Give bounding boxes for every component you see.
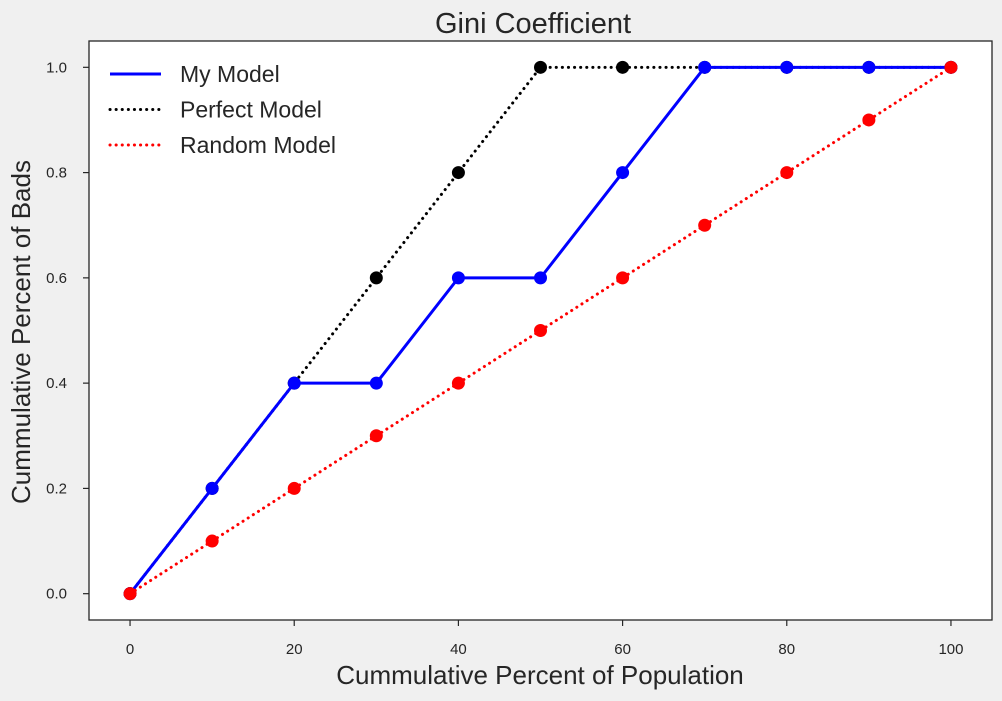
y-axis-title: Cummulative Percent of Bads: [6, 160, 36, 504]
x-tick-label: 40: [450, 641, 467, 658]
x-tick-label: 20: [286, 641, 303, 658]
data-point-random-model: [205, 534, 219, 548]
data-point-random-model: [534, 324, 547, 337]
data-point-random-model: [944, 60, 958, 74]
legend-label-my-model: My Model: [180, 61, 280, 87]
data-point-my-model: [616, 166, 630, 180]
data-point-my-model: [862, 60, 876, 74]
x-tick-label: 100: [938, 641, 963, 658]
data-point-random-model: [123, 587, 137, 601]
data-point-my-model: [287, 376, 301, 390]
x-tick-label: 60: [614, 641, 631, 658]
data-point-random-model: [698, 218, 712, 232]
y-tick-label: 0.8: [46, 165, 67, 182]
legend-item-random-model: Random Model: [108, 132, 336, 158]
chart-title: Gini Coefficient: [435, 8, 631, 40]
data-point-my-model: [451, 271, 465, 285]
series-my-model: [123, 60, 958, 601]
x-tick-label: 80: [778, 641, 795, 658]
data-point-random-model: [862, 113, 876, 127]
series-layer: [123, 60, 958, 601]
data-point-my-model: [780, 60, 794, 74]
data-point-random-model: [287, 481, 301, 495]
y-tick-label: 0.0: [46, 586, 67, 603]
y-axis-ticks: 0.0 0.2 0.4 0.6 0.8 1.0: [46, 59, 89, 603]
y-tick-label: 0.4: [46, 375, 67, 392]
data-point-random-model: [451, 376, 465, 390]
data-point-my-model: [534, 271, 547, 285]
x-tick-label: 0: [126, 641, 134, 658]
y-tick-label: 0.2: [46, 480, 67, 497]
data-point-my-model: [369, 376, 383, 390]
y-tick-label: 0.6: [46, 270, 67, 287]
data-point-my-model: [205, 481, 219, 495]
data-point-random-model: [780, 166, 794, 180]
series-random-model: [123, 60, 958, 601]
y-tick-label: 1.0: [46, 59, 67, 76]
x-axis-title: Cummulative Percent of Population: [336, 660, 744, 690]
data-point-perfect-model: [369, 271, 383, 285]
data-point-perfect-model: [451, 166, 465, 180]
legend-item-my-model: My Model: [110, 61, 280, 87]
data-point-perfect-model: [534, 60, 547, 74]
legend-label-random-model: Random Model: [180, 132, 336, 158]
x-axis-ticks: 0 20 40 60 80 100: [126, 620, 963, 658]
legend-label-perfect-model: Perfect Model: [180, 97, 322, 123]
data-point-random-model: [616, 271, 630, 285]
data-point-my-model: [698, 60, 712, 74]
legend: My Model Perfect Model Random Model: [108, 61, 336, 158]
data-point-perfect-model: [616, 60, 630, 74]
legend-item-perfect-model: Perfect Model: [108, 97, 322, 123]
data-point-random-model: [369, 429, 383, 443]
